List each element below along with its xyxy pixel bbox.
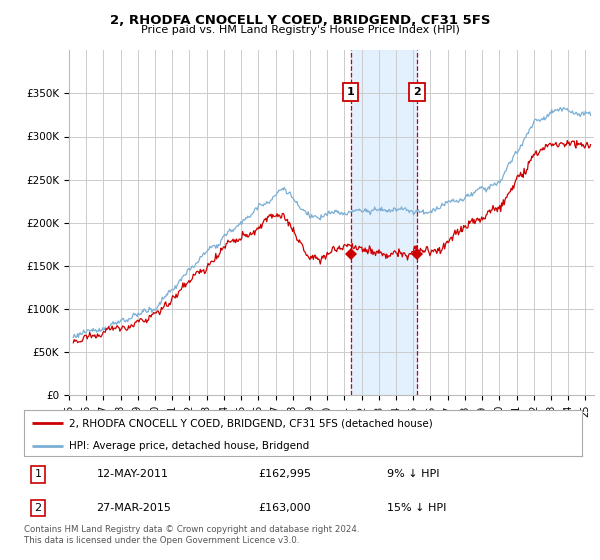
Text: Price paid vs. HM Land Registry's House Price Index (HPI): Price paid vs. HM Land Registry's House … (140, 25, 460, 35)
Text: 12-MAY-2011: 12-MAY-2011 (97, 469, 169, 479)
Text: 1: 1 (347, 87, 355, 97)
Text: HPI: Average price, detached house, Bridgend: HPI: Average price, detached house, Brid… (68, 441, 309, 451)
Text: 2, RHODFA CNOCELL Y COED, BRIDGEND, CF31 5FS (detached house): 2, RHODFA CNOCELL Y COED, BRIDGEND, CF31… (68, 418, 433, 428)
Text: 2: 2 (34, 503, 41, 513)
Text: £162,995: £162,995 (259, 469, 311, 479)
Bar (350, 50, 417, 395)
Text: Contains HM Land Registry data © Crown copyright and database right 2024.
This d: Contains HM Land Registry data © Crown c… (24, 525, 359, 545)
Text: 2, RHODFA CNOCELL Y COED, BRIDGEND, CF31 5FS: 2, RHODFA CNOCELL Y COED, BRIDGEND, CF31… (110, 14, 490, 27)
Text: 15% ↓ HPI: 15% ↓ HPI (387, 503, 446, 513)
Text: 9% ↓ HPI: 9% ↓ HPI (387, 469, 439, 479)
Text: £163,000: £163,000 (259, 503, 311, 513)
Text: 27-MAR-2015: 27-MAR-2015 (97, 503, 172, 513)
Text: 1: 1 (34, 469, 41, 479)
Text: 2: 2 (413, 87, 421, 97)
